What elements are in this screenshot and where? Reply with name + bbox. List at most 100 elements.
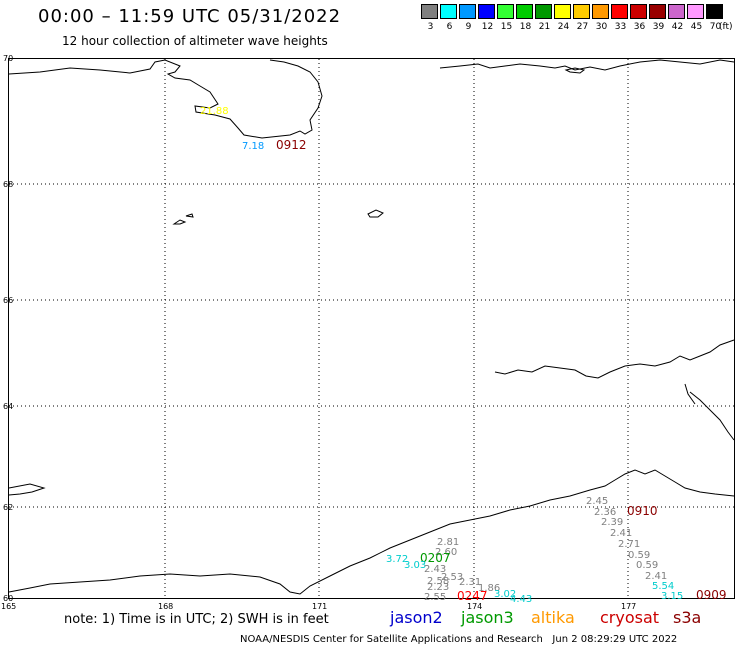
wave-height-label: 2.81 (437, 537, 459, 548)
legend-unit: (ft) (719, 22, 733, 32)
satellite-altika: altika (531, 608, 575, 627)
legend-swatch (478, 4, 495, 19)
wave-height-label: 2.31 (459, 577, 481, 588)
legend-swatch (497, 4, 514, 19)
footer-credit: NOAA/NESDIS Center for Satellite Applica… (240, 634, 677, 645)
coastline-west-cape (8, 483, 46, 496)
legend-swatch (459, 4, 476, 19)
pass-time-label: 0910 (627, 504, 658, 518)
latitude-label: 66 (3, 296, 13, 305)
legend-label: 9 (465, 22, 472, 32)
pass-time-label: 0247 (457, 589, 488, 603)
small-island-1 (367, 209, 384, 218)
small-island-3 (185, 213, 194, 218)
wave-height-label: 2.45 (586, 496, 608, 507)
graticule (9, 59, 734, 598)
map-frame (8, 58, 735, 599)
legend-label: 18 (519, 22, 532, 32)
satellite-cryosat: cryosat (600, 608, 660, 627)
legend-swatch (554, 4, 571, 19)
coastline-chukotka-north (8, 59, 323, 139)
legend-label: 36 (633, 22, 646, 32)
coastline-east-lagoon (689, 391, 735, 441)
wave-height-label: 2.71 (618, 539, 640, 550)
legend-label: 6 (446, 22, 453, 32)
legend-label: 12 (481, 22, 494, 32)
wave-height-label: 2.53 (441, 572, 463, 583)
wave-height-label: 3.03 (404, 560, 426, 571)
pass-time-label: 0909 (696, 588, 727, 602)
latitude-label: 70 (3, 54, 13, 63)
wave-height-label: 7.18 (242, 141, 264, 152)
wave-height-label: 1.86 (478, 583, 500, 594)
legend-swatch (611, 4, 628, 19)
legend-label: 39 (652, 22, 665, 32)
longitude-label: 171 (312, 602, 327, 611)
wave-height-label: 4.43 (510, 594, 532, 605)
legend-label: 24 (557, 22, 570, 32)
longitude-labels: 165 168 171 174 177 (1, 602, 636, 611)
legend-label: 33 (614, 22, 627, 32)
latitude-label: 68 (3, 180, 13, 189)
legend-swatch (573, 4, 590, 19)
legend-swatch (516, 4, 533, 19)
latitude-label: 60 (3, 594, 13, 603)
latitude-label: 62 (3, 503, 13, 512)
legend-swatch (440, 4, 457, 19)
wave-height-label: 3.15 (661, 591, 683, 602)
wave-height-label: 5.54 (652, 581, 674, 592)
longitude-label: 165 (1, 602, 16, 611)
wave-height-label: 21.88 (200, 106, 229, 117)
wave-height-label: 0.59 (636, 560, 658, 571)
coastline-east-lagoon-2 (684, 383, 696, 405)
wave-height-label: 3.02 (494, 589, 516, 600)
legend-label: 42 (671, 22, 684, 32)
coastline-north-east (439, 59, 735, 71)
wave-height-label: 0.59 (628, 550, 650, 561)
wave-height-label: 2.23 (427, 582, 449, 593)
small-island-2 (172, 219, 187, 225)
wave-height-label: 2.36 (594, 507, 616, 518)
legend-swatch (706, 4, 723, 19)
latitude-labels: 70 68 66 64 62 60 (3, 54, 13, 603)
satellite-s3a: s3a (673, 608, 702, 627)
coastline (8, 59, 735, 595)
legend-swatch (687, 4, 704, 19)
legend-label: 27 (576, 22, 589, 32)
wave-height-label: 2.58 (427, 576, 449, 587)
wave-height-label: 2.41 (610, 528, 632, 539)
coastline-south (8, 469, 735, 595)
satellite-jason3: jason3 (461, 608, 514, 627)
wave-height-label: 2.55 (424, 592, 446, 603)
legend-swatch (668, 4, 685, 19)
pass-time-label: 0207 (420, 551, 451, 565)
legend-label: 30 (595, 22, 608, 32)
latitude-label: 64 (3, 402, 13, 411)
wave-height-label: 3.72 (386, 554, 408, 565)
legend-label: 3 (427, 22, 434, 32)
chart-title: 00:00 – 11:59 UTC 05/31/2022 (38, 6, 342, 27)
note-text: note: 1) Time is in UTC; 2) SWH is in fe… (64, 612, 329, 627)
footer-credit-text: NOAA/NESDIS Center for Satellite Applica… (240, 634, 543, 645)
legend-swatch (592, 4, 609, 19)
chart-subtitle: 12 hour collection of altimeter wave hei… (62, 34, 328, 48)
longitude-label: 177 (621, 602, 636, 611)
satellite-jason2: jason2 (390, 608, 443, 627)
legend-label: 45 (690, 22, 703, 32)
legend-swatch (630, 4, 647, 19)
pass-time-label: 0912 (276, 138, 307, 152)
wave-height-label: 2.60 (435, 547, 457, 558)
legend-label: 21 (538, 22, 551, 32)
legend-swatch (649, 4, 666, 19)
wave-height-label: 2.43 (424, 564, 446, 575)
coastline-east-upper (494, 339, 735, 379)
footer-timestamp: Jun 2 08:29:29 UTC 2022 (552, 634, 678, 645)
wave-height-label: 2.41 (645, 571, 667, 582)
legend-label: 70 (709, 22, 722, 32)
longitude-label: 174 (467, 602, 482, 611)
legend-swatch (535, 4, 552, 19)
wrangel-island (564, 67, 586, 74)
legend-label: 15 (500, 22, 513, 32)
